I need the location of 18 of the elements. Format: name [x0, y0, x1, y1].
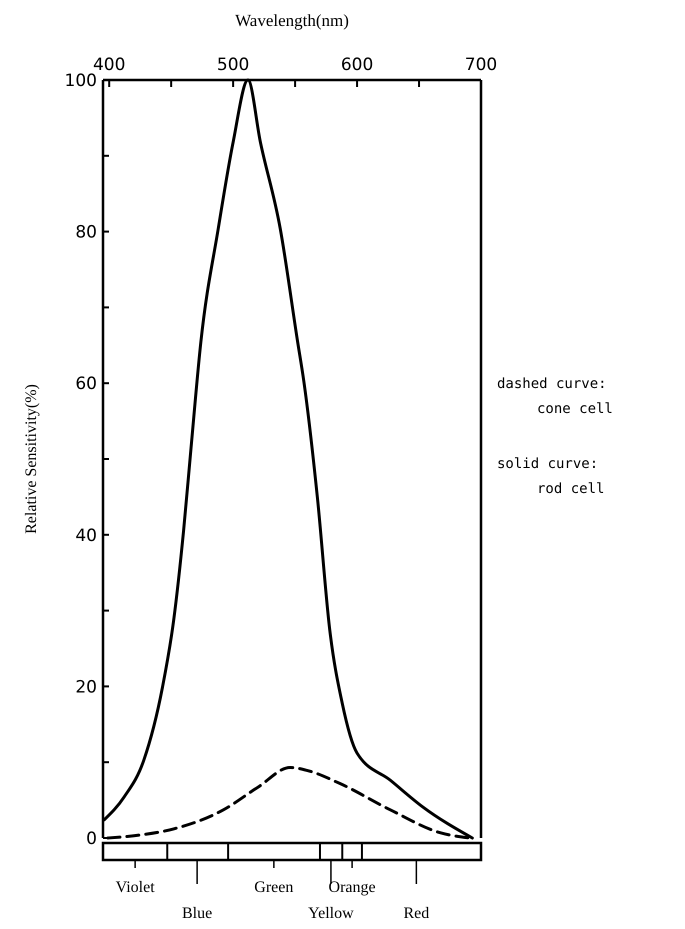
text: Violet [116, 879, 156, 896]
text: Yellow [308, 905, 354, 922]
text: Red [403, 905, 430, 922]
x-tick-label: 500 [216, 55, 250, 75]
x-tick-label: 600 [340, 55, 374, 75]
text: Blue [182, 905, 212, 922]
y-tick-label: 40 [75, 526, 97, 546]
text: Green [254, 879, 294, 896]
text: dashed curve: cone cell [497, 376, 613, 417]
text: solid curve: rod cell [497, 456, 604, 497]
x-axis-title: Wavelength(nm) [235, 11, 349, 30]
y-tick-label: 80 [75, 222, 97, 243]
y-tick-label: 20 [75, 677, 97, 698]
y-tick-label: 60 [75, 374, 97, 394]
y-axis-title: Relative Sensitivity(%) [23, 384, 40, 534]
text: Orange [328, 879, 376, 896]
x-tick-label: 700 [464, 55, 498, 75]
y-tick-label: 0 [86, 829, 97, 849]
